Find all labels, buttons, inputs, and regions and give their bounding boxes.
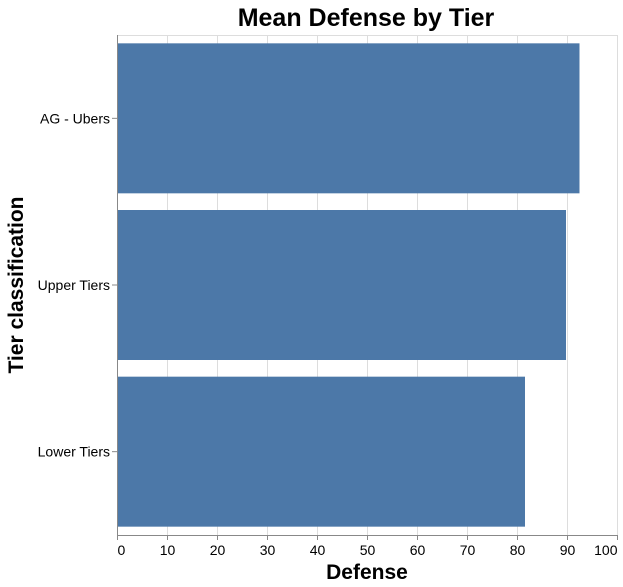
x-axis: 0 10 20 30 40 50 60 70 80 90 100 [117, 535, 618, 558]
bars [117, 43, 580, 527]
bar [117, 376, 525, 527]
x-tick-label: 20 [210, 542, 226, 558]
y-axis: AG - Ubers Upper Tiers Lower Tiers [38, 35, 118, 535]
x-tick-label: 60 [410, 542, 426, 558]
x-tick-label: 10 [160, 542, 176, 558]
chart-title: Mean Defense by Tier [238, 4, 495, 32]
bar [117, 210, 566, 360]
x-tick-label: 100 [594, 542, 618, 558]
x-tick-label: 90 [560, 542, 576, 558]
x-tick-label: 70 [460, 542, 476, 558]
x-tick-label: 80 [510, 542, 526, 558]
y-axis-title: Tier classification [5, 196, 28, 373]
y-tick-label: Lower Tiers [38, 444, 110, 460]
x-tick-label: 30 [260, 542, 276, 558]
y-tick-label: AG - Ubers [40, 110, 110, 126]
x-tick-label: 50 [360, 542, 376, 558]
x-axis-title: Defense [326, 561, 408, 584]
y-tick-label: Upper Tiers [38, 277, 110, 293]
x-tick-label: 40 [310, 542, 326, 558]
x-tick-label: 0 [118, 542, 126, 558]
bar [117, 43, 580, 194]
